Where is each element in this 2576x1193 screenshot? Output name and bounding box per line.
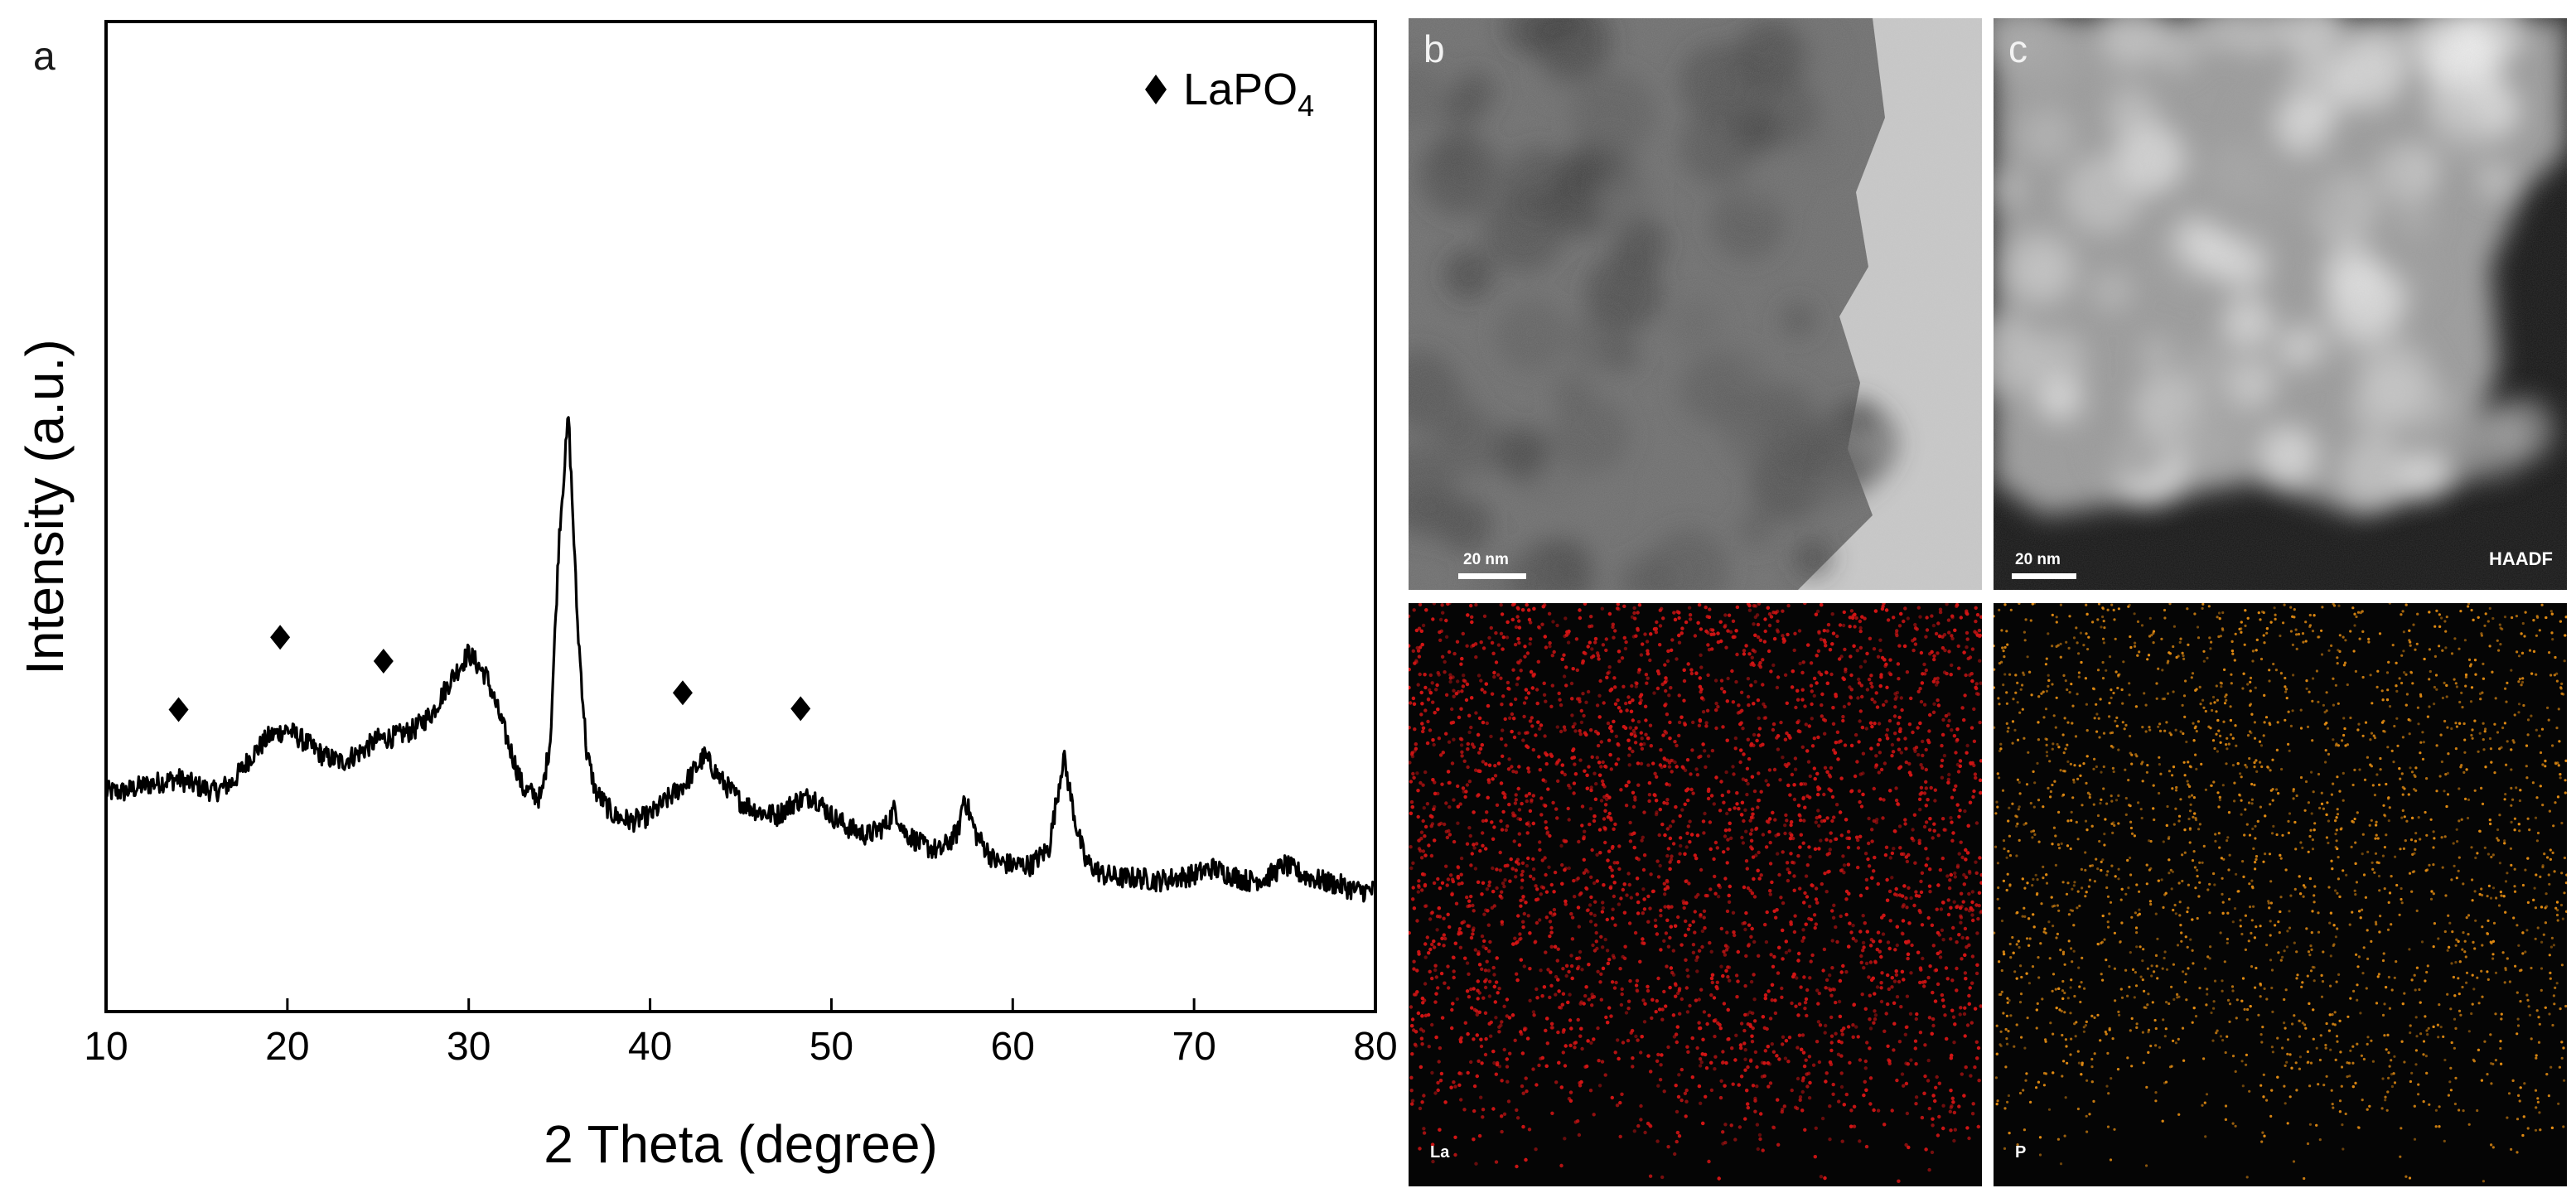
legend: LaPO4 xyxy=(1145,65,1314,123)
scale-bar xyxy=(2012,573,2076,579)
x-axis-tick-labels: 10 20 30 40 50 60 70 80 xyxy=(84,1025,1397,1069)
panel-letter-a: a xyxy=(33,35,56,79)
lapo4-peak-markers xyxy=(168,625,811,722)
haadf-image-panel: c 20 nm HAADF xyxy=(1994,18,2567,590)
x-tick-label: 40 xyxy=(628,1025,672,1069)
haadf-label: HAADF xyxy=(2489,548,2553,569)
x-tick-label: 30 xyxy=(447,1025,491,1069)
x-tick-label: 70 xyxy=(1172,1025,1216,1069)
x-tick-label: 50 xyxy=(810,1025,853,1069)
panel-letter-c: c xyxy=(2008,27,2027,70)
la-element-map: La xyxy=(1409,603,1982,1186)
xrd-chart: 10 20 30 40 50 60 70 80 a LaPO4 2 Theta (degree… xyxy=(15,20,1398,1174)
tem-image-texture xyxy=(1409,18,1982,590)
plot-frame xyxy=(104,20,1377,1013)
legend-label-main: LaPO xyxy=(1183,65,1298,114)
la-map-label: La xyxy=(1430,1143,1450,1162)
lapo4-peak-marker xyxy=(373,648,394,674)
x-tick-label: 80 xyxy=(1353,1025,1397,1069)
scale-bar-label: 20 nm xyxy=(1463,551,1509,568)
x-tick-label: 20 xyxy=(265,1025,309,1069)
panel-letter-b: b xyxy=(1423,27,1445,70)
lapo4-peak-marker xyxy=(270,625,291,650)
lapo4-peak-marker xyxy=(168,697,189,722)
tem-image-panel: b 20 nm xyxy=(1409,18,1982,590)
legend-label-subscript: 4 xyxy=(1298,89,1314,123)
x-axis-label: 2 Theta (degree) xyxy=(544,1114,938,1174)
y-axis-label: Intensity (a.u.) xyxy=(15,339,75,675)
x-axis-ticks xyxy=(104,998,1377,1012)
la-element-map-dots xyxy=(1409,603,1982,1183)
x-tick-label: 60 xyxy=(991,1025,1035,1069)
scale-bar-label: 20 nm xyxy=(2015,551,2061,568)
legend-label: LaPO4 xyxy=(1183,65,1314,123)
lapo4-peak-marker xyxy=(790,696,811,722)
p-map-label: P xyxy=(2015,1143,2027,1162)
haadf-image-texture xyxy=(1994,18,2567,590)
scale-bar xyxy=(1458,573,1526,579)
lapo4-peak-marker xyxy=(672,680,693,706)
p-element-map-dots xyxy=(1994,603,2567,1183)
legend-diamond-icon xyxy=(1145,75,1167,104)
xrd-pattern-line xyxy=(104,416,1376,903)
p-element-map: P xyxy=(1994,603,2567,1186)
x-tick-label: 10 xyxy=(84,1025,128,1069)
